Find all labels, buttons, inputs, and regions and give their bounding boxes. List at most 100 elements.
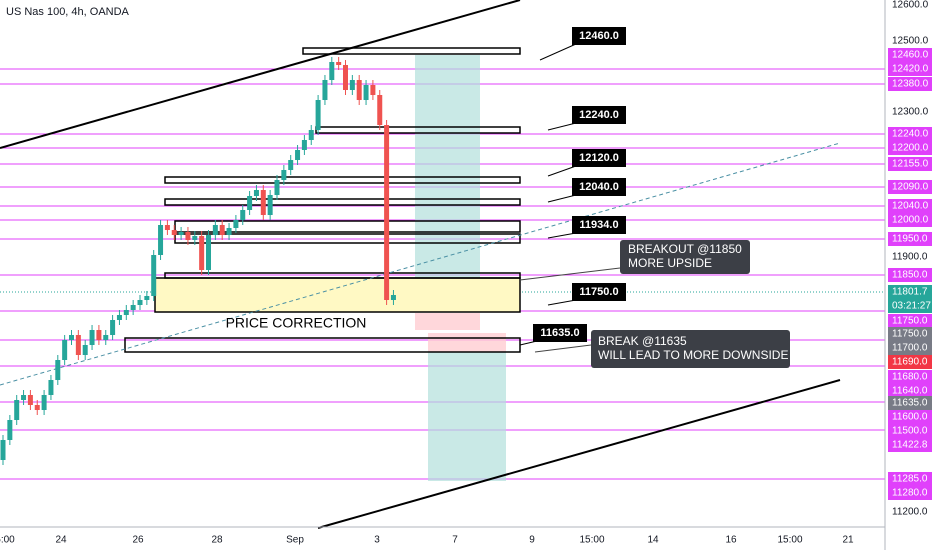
price-label: 11640.0 bbox=[892, 386, 928, 397]
price-tag-bg bbox=[888, 213, 932, 227]
price-label: 11690.0 bbox=[892, 357, 928, 368]
price-label: 03:21:27 bbox=[892, 301, 931, 312]
price-label: 11285.0 bbox=[892, 474, 928, 485]
price-tag-bg bbox=[888, 424, 932, 438]
candle-body bbox=[253, 190, 259, 196]
callout-text: BREAKOUT @11850 bbox=[628, 242, 742, 256]
candle-body bbox=[178, 232, 184, 235]
price-label: 12000.0 bbox=[892, 215, 929, 226]
channel-top bbox=[0, 0, 521, 149]
level-box bbox=[174, 233, 521, 244]
price-label: 11750.0 bbox=[892, 316, 928, 327]
target-zone bbox=[415, 55, 480, 280]
price-tag-bg bbox=[888, 410, 932, 424]
candle-body bbox=[116, 315, 122, 320]
callout-pointer bbox=[519, 267, 621, 281]
price-label: 12500.0 bbox=[892, 36, 929, 47]
price-label: 12040.0 bbox=[892, 201, 929, 212]
candle-body bbox=[192, 236, 198, 240]
candle-body bbox=[315, 100, 321, 130]
price-tag-bg bbox=[888, 199, 932, 213]
candle-body bbox=[75, 335, 81, 355]
price-label: 11950.0 bbox=[892, 234, 928, 245]
candle-body bbox=[185, 232, 191, 240]
price-label: 11635.0 bbox=[892, 398, 928, 409]
candle-body bbox=[82, 345, 88, 355]
target-zone bbox=[428, 352, 506, 481]
candle-body bbox=[301, 140, 307, 150]
time-label: 24 bbox=[55, 535, 67, 546]
candle-body bbox=[34, 405, 40, 410]
price-tag-bg bbox=[888, 77, 932, 91]
level-tag-bg bbox=[572, 106, 626, 124]
price-label: 12300.0 bbox=[892, 107, 929, 118]
price-tag-bg bbox=[888, 127, 932, 141]
price-tag-bg bbox=[888, 141, 932, 155]
level-box bbox=[164, 272, 521, 279]
level-box bbox=[164, 198, 521, 206]
callout-bg bbox=[620, 240, 750, 274]
callout-text: BREAK @11635 bbox=[598, 334, 687, 348]
price-label: 11280.0 bbox=[892, 488, 928, 499]
time-label: 9 bbox=[529, 535, 535, 546]
price-tag-bg bbox=[888, 438, 932, 452]
time-label: 14 bbox=[647, 535, 659, 546]
candle-body bbox=[21, 395, 27, 400]
tag-pointer bbox=[547, 299, 577, 306]
time-label: 16 bbox=[725, 535, 737, 546]
price-label: 12460.0 bbox=[892, 50, 929, 61]
callout-text: WILL LEAD TO MORE DOWNSIDE bbox=[598, 348, 788, 362]
candle-body bbox=[288, 160, 294, 170]
candle-body bbox=[103, 335, 109, 340]
candle-body bbox=[164, 225, 170, 230]
price-tag-bg bbox=[888, 180, 932, 194]
level-tag-bg bbox=[533, 324, 587, 342]
time-label: 21 bbox=[842, 535, 854, 546]
price-tag-bg bbox=[888, 355, 932, 369]
price-tag-bg bbox=[888, 285, 932, 299]
candle-body bbox=[363, 85, 369, 100]
price-tag-bg bbox=[888, 341, 932, 355]
level-tag-bg bbox=[572, 27, 626, 45]
level-tag: 12240.0 bbox=[579, 109, 619, 121]
candle-body bbox=[267, 195, 273, 215]
candle-body bbox=[96, 330, 102, 340]
candle-body bbox=[322, 80, 328, 100]
candle-body bbox=[62, 340, 68, 360]
candle-body bbox=[69, 335, 74, 340]
price-label: 12200.0 bbox=[892, 143, 929, 154]
time-label: 3 bbox=[374, 535, 380, 546]
candle-body bbox=[212, 225, 218, 235]
candle-body bbox=[349, 80, 355, 90]
candle-body bbox=[240, 210, 246, 220]
candle-body bbox=[295, 150, 301, 160]
candle-body bbox=[158, 225, 164, 255]
level-tag-bg bbox=[572, 178, 626, 196]
candle-body bbox=[219, 225, 225, 235]
price-tag-bg bbox=[888, 62, 932, 76]
price-tag-bg bbox=[888, 314, 932, 328]
symbol-title: US Nas 100, 4h, OANDA bbox=[6, 6, 130, 18]
candle-body bbox=[151, 255, 157, 296]
candle-body bbox=[343, 65, 348, 90]
tag-pointer bbox=[547, 165, 577, 177]
level-tag: 11750.0 bbox=[579, 286, 618, 298]
candle-body bbox=[144, 296, 150, 300]
price-label: 11680.0 bbox=[892, 372, 928, 383]
price-tag-bg bbox=[888, 384, 932, 398]
time-label: 28 bbox=[211, 535, 223, 546]
candle-body bbox=[329, 62, 335, 80]
level-tag-bg bbox=[572, 149, 626, 167]
price-label: 11850.0 bbox=[892, 270, 928, 281]
price-label: 12240.0 bbox=[892, 129, 929, 140]
price-label: 12155.0 bbox=[892, 159, 929, 170]
trend-line bbox=[0, 142, 841, 386]
price-label: 11900.0 bbox=[892, 252, 928, 263]
price-tag-bg bbox=[888, 157, 932, 171]
price-tag-bg bbox=[888, 370, 932, 384]
level-box bbox=[302, 47, 521, 55]
candle-body bbox=[206, 235, 211, 270]
candle-body bbox=[48, 380, 54, 395]
candle-body bbox=[14, 400, 20, 420]
correction-zone bbox=[154, 277, 521, 313]
